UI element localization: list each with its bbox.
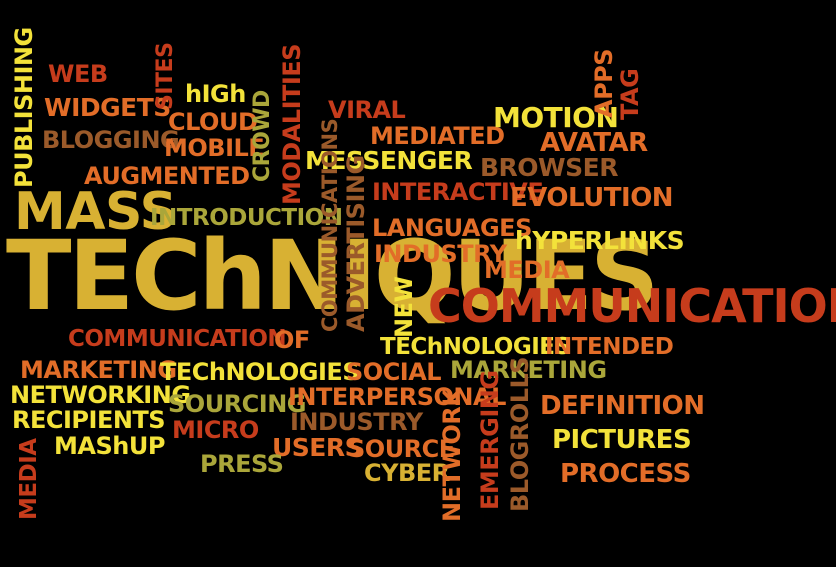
word-of: OF bbox=[274, 326, 310, 354]
word-mobile: MOBILE bbox=[164, 134, 265, 162]
word-blogrolls: BLOGROLLS bbox=[506, 356, 534, 512]
word-messenger: MESSENGER bbox=[305, 146, 473, 175]
word-industry-2: INDUSTRY bbox=[290, 408, 423, 436]
word-viral: VIRAL bbox=[328, 96, 406, 124]
word-widgets: WIDGETS bbox=[44, 93, 171, 122]
word-new: NEW bbox=[390, 276, 418, 338]
word-technologies-right: TEChNOLOGIES bbox=[380, 334, 571, 360]
word-web: WEB bbox=[48, 60, 108, 88]
word-high: hIGh bbox=[185, 80, 246, 108]
word-users: USERS bbox=[272, 433, 363, 462]
word-intended: INTENDED bbox=[545, 334, 674, 360]
word-media-small: MEDIA bbox=[16, 438, 42, 520]
word-source: SOURCE bbox=[348, 435, 455, 463]
word-network: NETWORK bbox=[438, 388, 466, 522]
word-mashup: MAShUP bbox=[54, 432, 165, 460]
word-publishing: PUBLISHING bbox=[10, 27, 38, 188]
word-pictures: PICTURES bbox=[552, 425, 692, 455]
word-communications: COMMUNICATIONS bbox=[318, 118, 342, 332]
word-cyber: CYBER bbox=[364, 459, 450, 487]
word-browser: BROWSER bbox=[480, 153, 618, 182]
word-interactive: INTERACTIVE bbox=[372, 178, 544, 206]
word-mass: MASS bbox=[14, 182, 177, 242]
word-marketing-left: MARKETING bbox=[20, 356, 177, 384]
word-emerging: EMERGING bbox=[476, 370, 504, 510]
word-introduction: INTRODUCTION bbox=[150, 205, 343, 231]
word-evolution: EVOLUTION bbox=[510, 183, 674, 213]
word-micro: MICRO bbox=[172, 416, 259, 444]
word-recipients: RECIPIENTS bbox=[12, 406, 166, 434]
word-process: PROCESS bbox=[560, 459, 691, 489]
word-interpersonal: INTERPERSONAL bbox=[288, 383, 506, 411]
word-cloud: CLOUD bbox=[168, 108, 258, 136]
word-communication: COMMUNICATION bbox=[428, 279, 836, 333]
word-hyperlinks: hYPERLINKS bbox=[515, 226, 685, 255]
word-communication-small: COMMUNICATION bbox=[68, 326, 287, 352]
word-social: SOCIAL bbox=[346, 358, 442, 386]
word-technologies-left: TEChNOLOGIES bbox=[160, 358, 360, 386]
word-blogging: BLOGGING bbox=[42, 126, 180, 154]
word-avatar: AVATAR bbox=[540, 128, 648, 158]
word-industry-1: INDUSTRY bbox=[374, 240, 507, 268]
word-sites: SITES bbox=[153, 42, 178, 110]
word-sourcing: SOURCING bbox=[168, 390, 306, 418]
word-crowd: CROWD bbox=[250, 90, 275, 182]
word-augmented: AUGMENTED bbox=[84, 162, 250, 190]
word-media: TEChNIQUES bbox=[6, 220, 659, 332]
word-mediated: MEDIATED bbox=[370, 122, 505, 150]
word-techniques: MEDIA bbox=[484, 256, 570, 284]
word-marketing-right: MARKETING bbox=[450, 356, 607, 384]
word-modalities: MODALITIES bbox=[278, 44, 306, 205]
word-definition: DEFINITION bbox=[540, 391, 705, 421]
word-motion: MOTION bbox=[493, 101, 619, 134]
word-apps: APPS bbox=[590, 48, 618, 118]
word-networking: NETWORKING bbox=[10, 381, 191, 409]
word-press: PRESS bbox=[200, 450, 284, 478]
word-tag: TAG bbox=[616, 68, 644, 120]
word-languages: LANGUAGES bbox=[372, 214, 532, 242]
word-advertising: ADVERTISING bbox=[342, 155, 370, 332]
